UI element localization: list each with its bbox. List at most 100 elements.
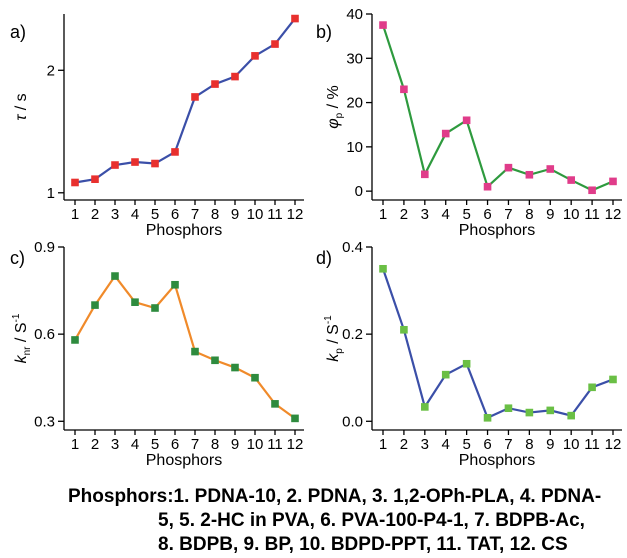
data-point (462, 116, 471, 125)
data-point (588, 383, 596, 392)
data-point (504, 163, 513, 172)
x-tick-label: 12 (287, 206, 304, 223)
y-tick-label: 1 (47, 185, 55, 202)
y-tick-label: 0 (355, 183, 363, 200)
y-tick-label: 0.3 (34, 413, 55, 430)
x-tick-label: 7 (191, 206, 199, 223)
x-tick-label: 6 (171, 436, 179, 453)
data-point (111, 161, 119, 169)
panel-label: d) (316, 248, 332, 268)
data-point (231, 72, 239, 81)
data-point (400, 325, 408, 334)
data-point (441, 370, 450, 379)
x-axis-title: Phosphors (459, 222, 536, 239)
data-point (111, 272, 119, 280)
x-tick-label: 6 (171, 206, 179, 223)
x-tick-label: 7 (191, 436, 199, 453)
x-tick-label: 7 (504, 206, 512, 223)
data-point (211, 356, 219, 365)
data-point (462, 359, 471, 368)
y-axis-title: φp / % (325, 85, 345, 129)
data-point (131, 298, 139, 306)
y-axis-title: knr / S-1 (11, 313, 33, 363)
data-point (483, 182, 492, 191)
data-point (231, 363, 239, 372)
x-tick-label: 8 (211, 206, 219, 223)
x-tick-label: 8 (525, 436, 533, 453)
x-tick-label: 10 (563, 436, 580, 453)
x-tick-label: 4 (442, 436, 450, 453)
data-point (525, 408, 534, 417)
data-point (546, 165, 555, 173)
x-tick-label: 5 (462, 206, 470, 223)
series-line (381, 24, 614, 192)
x-tick-label: 8 (211, 436, 219, 453)
x-tick-label: 11 (267, 206, 283, 223)
data-point (131, 158, 139, 166)
data-point (251, 373, 259, 382)
x-tick-label: 5 (151, 436, 159, 453)
x-tick-label: 9 (231, 436, 239, 453)
x-tick-label: 2 (400, 436, 408, 453)
y-tick-label: 40 (346, 6, 363, 23)
y-tick-label: 20 (346, 95, 363, 112)
data-point (151, 304, 159, 312)
x-tick-label: 4 (131, 206, 139, 223)
data-point (421, 170, 429, 179)
x-tick-label: 9 (546, 206, 554, 223)
data-point (441, 129, 450, 138)
data-point (291, 414, 299, 423)
data-point (291, 14, 299, 23)
x-tick-label: 11 (584, 436, 600, 453)
series-line (381, 268, 614, 420)
x-tick-label: 11 (584, 206, 600, 223)
x-axis-title: Phosphors (459, 452, 536, 469)
caption-line-3: 8. BDPB, 9. BP, 10. BDPD-PPT, 11. TAT, 1… (158, 534, 568, 555)
data-point (191, 347, 199, 356)
data-point (211, 80, 219, 88)
x-tick-label: 6 (483, 436, 491, 453)
data-point (421, 403, 429, 411)
y-tick-label: 0.2 (342, 326, 363, 343)
data-point (567, 411, 575, 420)
x-tick-label: 8 (525, 206, 533, 223)
x-tick-label: 10 (563, 206, 580, 223)
data-point (71, 178, 79, 187)
x-tick-label: 3 (111, 436, 119, 453)
x-tick-label: 12 (605, 206, 622, 223)
data-point (91, 175, 99, 183)
series-line (74, 17, 296, 184)
x-tick-label: 5 (151, 206, 159, 223)
data-point (400, 85, 408, 94)
data-point (151, 159, 159, 168)
data-point (504, 404, 513, 413)
x-tick-label: 7 (504, 436, 512, 453)
data-point (567, 176, 575, 184)
x-tick-label: 1 (379, 206, 387, 223)
data-point (379, 21, 387, 29)
y-tick-label: 30 (346, 50, 363, 67)
data-point (191, 93, 199, 101)
x-axis-title: Phosphors (146, 452, 223, 469)
data-point (71, 336, 79, 344)
x-tick-label: 9 (231, 206, 239, 223)
x-tick-label: 1 (71, 206, 79, 223)
x-tick-label: 1 (379, 436, 387, 453)
x-tick-label: 2 (91, 436, 99, 453)
data-point (251, 52, 259, 60)
x-tick-label: 4 (442, 206, 450, 223)
x-tick-label: 10 (247, 436, 264, 453)
data-point (379, 264, 387, 273)
y-tick-label: 0.4 (342, 239, 363, 256)
y-tick-label: 0.0 (342, 413, 363, 430)
x-tick-label: 12 (287, 436, 304, 453)
x-tick-label: 12 (605, 436, 622, 453)
x-tick-label: 3 (111, 206, 119, 223)
x-tick-label: 10 (247, 206, 264, 223)
data-point (91, 301, 99, 309)
caption-line-1: Phosphors:1. PDNA-10, 2. PDNA, 3. 1,2-OP… (68, 486, 602, 507)
y-tick-label: 0.9 (34, 239, 55, 256)
